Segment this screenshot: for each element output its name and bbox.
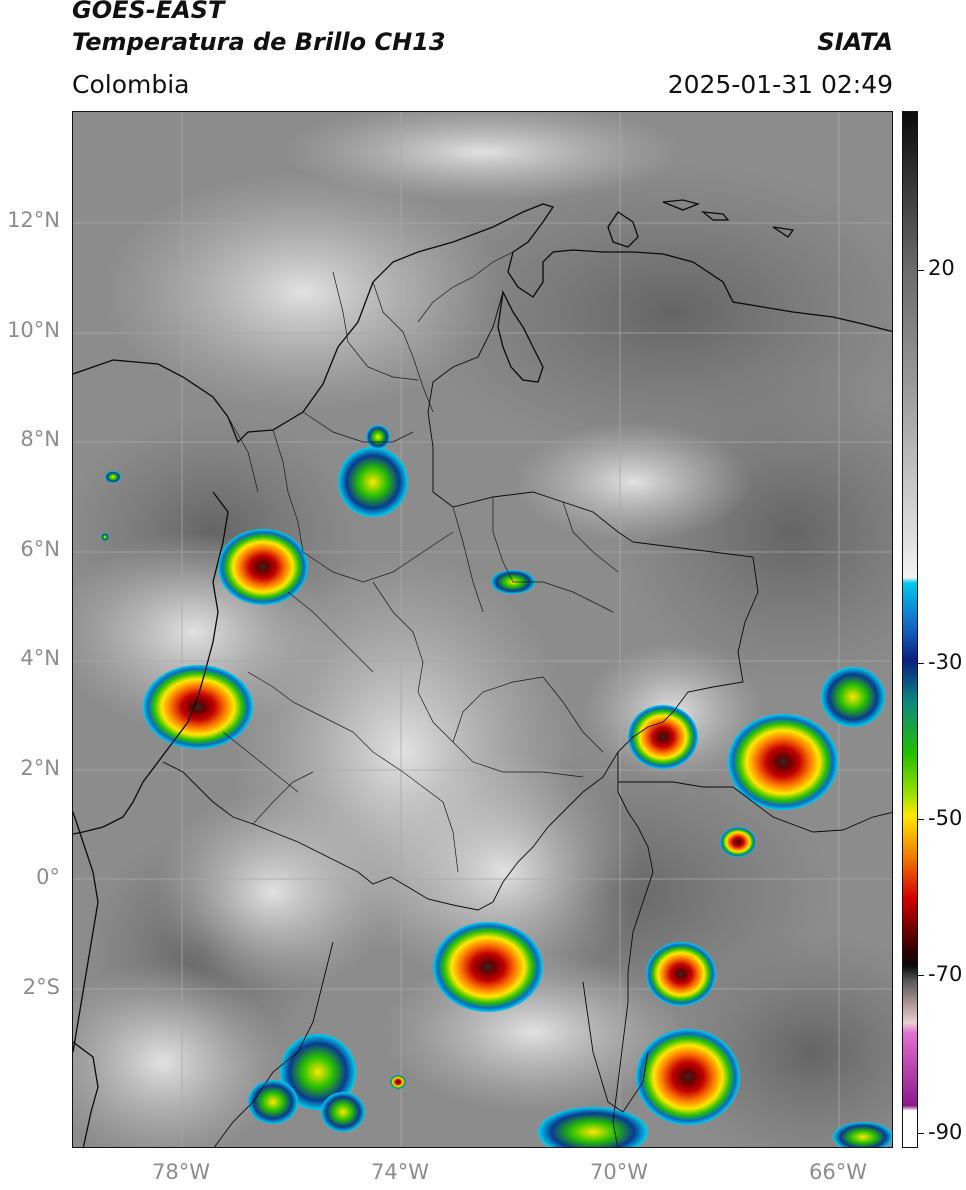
lat-label-12n: 12°N	[7, 208, 60, 232]
storm-cell-antioquia	[218, 529, 308, 605]
lat-label-10n: 10°N	[7, 318, 60, 342]
convective-cells	[101, 425, 892, 1147]
lat-label-6n: 6°N	[20, 537, 60, 561]
storm-cell-amazon-b	[646, 942, 716, 1006]
colorbar-tick	[918, 819, 924, 820]
colorbar-label-minus90: -90	[928, 1120, 963, 1144]
title-line-1: GOES-EAST	[72, 0, 225, 24]
storm-cell-east-a	[628, 705, 698, 769]
title-line-2: Temperatura de Brillo CH13	[72, 28, 446, 56]
storm-cell-north	[338, 447, 408, 517]
storm-cell-east-b	[728, 714, 838, 810]
lon-label-66w: 66°W	[809, 1160, 867, 1184]
colorbar-label-20: 20	[928, 256, 955, 280]
lon-label-74w: 74°W	[371, 1160, 429, 1184]
lat-label-8n: 8°N	[20, 427, 60, 451]
region-label: Colombia	[72, 70, 190, 99]
storm-cell-amazon-a	[433, 922, 543, 1012]
department-borders	[222, 251, 619, 873]
temperature-colorbar	[902, 111, 918, 1148]
lon-label-78w: 78°W	[152, 1160, 210, 1184]
colorbar-label-minus50: -50	[928, 806, 963, 830]
colorbar-tick	[918, 1133, 924, 1134]
coastlines	[73, 199, 892, 1147]
colorbar-tick	[918, 975, 924, 976]
lon-label-70w: 70°W	[590, 1160, 648, 1184]
graticule	[73, 112, 892, 1147]
brand-label: SIATA	[817, 28, 893, 56]
country-borders	[162, 291, 892, 1147]
satellite-map	[72, 111, 893, 1148]
lat-label-2n: 2°N	[20, 756, 60, 780]
colorbar-tick	[918, 663, 924, 664]
colorbar-tick	[918, 270, 924, 271]
storm-cell-amazon-c	[636, 1029, 740, 1125]
lat-label-4n: 4°N	[20, 646, 60, 670]
timestamp-label: 2025-01-31 02:49	[667, 70, 893, 99]
storm-cell-pacific	[143, 665, 253, 749]
lat-label-0: 0°	[36, 865, 60, 889]
colorbar-label-minus30: -30	[928, 650, 963, 674]
colorbar-label-minus70: -70	[928, 962, 963, 986]
satellite-map-svg	[73, 112, 892, 1147]
lat-label-2s: 2°S	[22, 975, 60, 999]
